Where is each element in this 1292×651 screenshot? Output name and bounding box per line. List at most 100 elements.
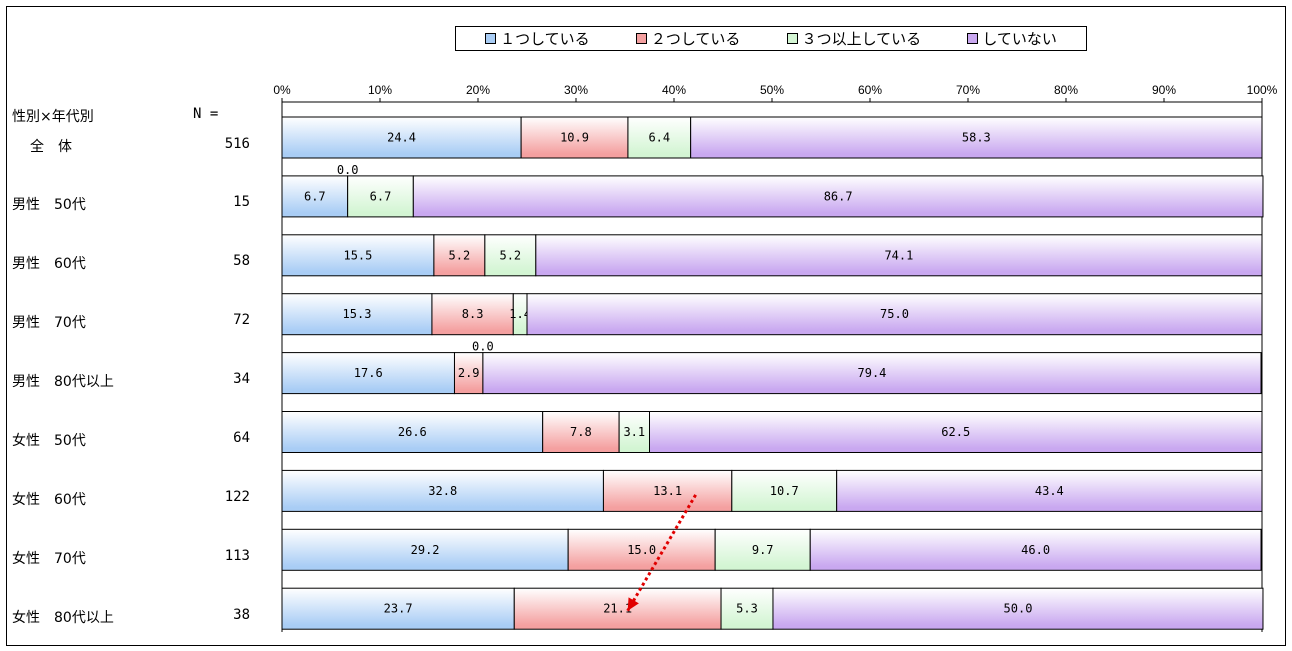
row-label: 男性 50代: [12, 197, 86, 214]
data-label: 7.8: [570, 425, 592, 439]
data-label: 9.7: [752, 543, 774, 557]
bar-segment: [772, 587, 1264, 630]
data-label: 15.0: [627, 543, 656, 557]
data-label: 6.7: [304, 189, 326, 203]
bar-segment: [281, 469, 604, 512]
bar-segment: [281, 293, 433, 336]
x-tick-label: 50%: [760, 83, 784, 97]
data-label: 62.5: [941, 425, 970, 439]
data-label: 74.1: [884, 248, 913, 262]
bar-segment: [281, 234, 435, 277]
data-label: 58.3: [962, 131, 991, 145]
data-label: 43.4: [1035, 484, 1064, 498]
data-label: 6.4: [648, 131, 670, 145]
row-label: 女性 70代: [12, 550, 86, 567]
data-label: 17.6: [354, 366, 383, 380]
legend-item: １つしている: [485, 28, 590, 49]
x-tick-label: 90%: [1152, 83, 1176, 97]
row-label: 男性 80代以上: [12, 374, 114, 391]
bar-segment: [281, 116, 522, 159]
legend-item: ２つしている: [635, 28, 740, 49]
bar-segment: [281, 175, 349, 218]
row-label: 女性 60代: [12, 491, 86, 508]
bar-segment: [714, 528, 811, 571]
bar-segment: [412, 175, 1264, 218]
data-label: 79.4: [858, 366, 887, 380]
data-label: 1.4: [509, 307, 531, 321]
legend-label: ３つ以上している: [801, 30, 922, 48]
bar-segment: [649, 411, 1263, 453]
row-label: 女性 50代: [12, 433, 86, 449]
data-label: 21.1: [603, 602, 632, 616]
row-label: 男性 60代: [12, 256, 86, 273]
data-label: 15.5: [343, 248, 372, 262]
bar-segment: [281, 528, 569, 571]
legend-item: ３つ以上している: [786, 28, 922, 49]
x-tick-label: 100%: [1247, 83, 1278, 97]
row-n-value: 34: [233, 371, 250, 388]
x-tick-label: 0%: [273, 83, 291, 97]
x-tick-label: 80%: [1054, 83, 1078, 97]
data-label: 5.2: [449, 248, 471, 262]
data-label: 29.2: [411, 543, 440, 557]
legend-swatch: [635, 33, 647, 44]
legend-item: していない: [967, 28, 1057, 49]
bar-segment: [281, 411, 544, 453]
row-n-value: 64: [233, 430, 250, 446]
row-label: 全 体: [30, 138, 72, 155]
data-label: 10.7: [770, 484, 799, 498]
annotation-arrow-head: [627, 597, 639, 611]
bar-segment: [526, 293, 1263, 336]
data-label: 75.0: [880, 307, 909, 321]
row-n-value: 516: [224, 135, 250, 152]
x-tick-label: 60%: [858, 83, 882, 97]
bar-segment: [520, 116, 629, 159]
bar-segment: [542, 411, 620, 453]
data-label: 8.3: [462, 307, 484, 321]
row-n-value: 72: [233, 312, 250, 329]
data-label: 50.0: [1004, 602, 1033, 616]
legend-swatch: [485, 33, 497, 44]
bar-segment: [836, 469, 1263, 512]
bar-segment: [627, 116, 692, 159]
data-label: 0.0: [337, 163, 359, 177]
x-tick-label: 40%: [662, 83, 686, 97]
legend-swatch: [967, 33, 979, 44]
bar-segment: [535, 234, 1263, 277]
bar-segment: [618, 411, 650, 453]
data-label: 13.1: [653, 484, 682, 498]
legend-label: していない: [982, 30, 1057, 48]
legend-label: １つしている: [500, 30, 590, 48]
x-tick-label: 70%: [956, 83, 980, 97]
bar-segment: [513, 587, 722, 630]
data-label: 24.4: [387, 131, 416, 145]
bar-segment: [602, 469, 733, 512]
data-label: 15.3: [343, 307, 372, 321]
data-label: 32.8: [428, 484, 457, 498]
annotation-arrow-line: [626, 494, 697, 612]
data-label: 0.0: [472, 340, 494, 354]
data-label: 3.1: [623, 425, 645, 439]
row-n-value: 122: [224, 488, 250, 505]
bar-segment: [731, 469, 838, 512]
group-header: 性別×年代別: [12, 109, 94, 125]
bar-segment: [482, 352, 1262, 395]
data-label: 23.7: [384, 602, 413, 616]
data-label: 26.6: [398, 425, 427, 439]
row-n-value: 15: [233, 194, 250, 211]
data-label: 86.7: [824, 189, 853, 203]
bar-segment: [809, 528, 1262, 571]
bar-segment: [431, 293, 514, 336]
bar-segment: [281, 352, 455, 395]
data-label: 5.3: [736, 602, 758, 616]
data-label: 46.0: [1021, 543, 1050, 557]
legend-swatch: [786, 33, 798, 44]
x-tick-label: 20%: [466, 83, 490, 97]
data-label: 5.2: [499, 248, 521, 262]
data-label: 10.9: [560, 131, 589, 145]
row-label: 男性 70代: [12, 315, 86, 332]
row-n-value: 38: [233, 606, 250, 623]
bar-segment: [281, 587, 515, 630]
bar-segment: [690, 116, 1263, 159]
